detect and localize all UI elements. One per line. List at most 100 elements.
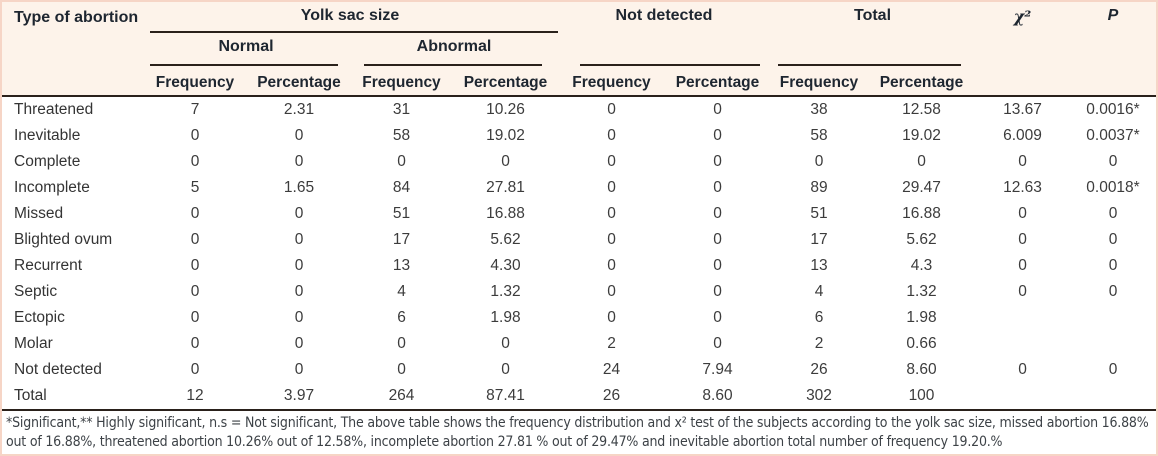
cell: 0 (501, 335, 510, 352)
table-header: Type of abortion Yolk sac size Normal Ab… (2, 2, 1156, 97)
abnormal-percentage-header: Percentage (463, 74, 548, 91)
normal-frequency-header: Frequency (155, 74, 235, 91)
cell: 100 (908, 387, 935, 404)
cell: 89 (810, 179, 828, 196)
cell: 1.65 (283, 179, 315, 196)
cell: 0 (607, 127, 616, 144)
cell: 0 (607, 257, 616, 274)
total-percentage-header: Percentage (879, 74, 964, 91)
cell: 27.81 (486, 179, 525, 196)
cell: 1.98 (490, 309, 521, 326)
cell: 0 (1108, 231, 1118, 248)
table-row: Incomplete 5 1.65 84 27.81 0 0 89 29.47 … (2, 175, 1156, 201)
normal-percentage-header: Percentage (257, 74, 341, 91)
cell (1070, 331, 1156, 357)
cell: 0 (190, 257, 200, 274)
table-row: Not detected 0 0 0 0 24 7.94 26 8.60 0 0 (2, 357, 1156, 383)
cell: 84 (392, 179, 411, 196)
cell: 51 (392, 205, 411, 222)
cell: 13 (392, 257, 411, 274)
cell: 1.32 (906, 283, 937, 300)
cell (1070, 383, 1156, 409)
not-detected-underline (580, 64, 760, 66)
row-label: Blighted ovum (14, 231, 113, 248)
table-row: Ectopic 0 0 6 1.98 0 0 6 1.98 (2, 305, 1156, 331)
cell: 0 (190, 309, 200, 326)
cell: 5.62 (906, 231, 937, 248)
row-label: Septic (14, 283, 58, 300)
cell: 0 (1018, 257, 1027, 274)
table-row: Recurrent 0 0 13 4.30 0 0 13 4.3 0 0 (2, 253, 1156, 279)
cell: 0 (397, 361, 406, 378)
cell: 0 (397, 335, 406, 352)
cell: 0 (607, 101, 616, 118)
normal-label: Normal (218, 38, 274, 55)
cell: 0 (294, 205, 304, 222)
normal-group-header: Normal (142, 33, 350, 66)
cell: 4.3 (910, 257, 933, 274)
not-detected-label: Not detected (615, 7, 713, 24)
not-detected-frequency-header: Frequency (572, 74, 651, 91)
cell: 0 (190, 153, 200, 170)
cell: 0 (607, 205, 616, 222)
table-row: Blighted ovum 0 0 17 5.62 0 0 17 5.62 0 … (2, 227, 1156, 253)
row-label: Missed (14, 205, 64, 222)
table-body: Threatened 7 2.31 31 10.26 0 0 38 12.58 … (2, 97, 1156, 411)
table-row: Molar 0 0 0 0 2 0 2 0.66 (2, 331, 1156, 357)
abnormal-frequency-header: Frequency (362, 74, 441, 91)
cell: 0 (294, 335, 304, 352)
cell: 0 (1108, 361, 1118, 378)
cell (975, 305, 1070, 331)
cell: 0 (190, 283, 200, 300)
cell: 0 (1018, 283, 1027, 300)
cell: 0 (294, 153, 304, 170)
cell: 8.60 (906, 361, 937, 378)
cell: 0 (1018, 205, 1027, 222)
cell: 1.32 (490, 283, 521, 300)
cell: 0 (713, 335, 722, 352)
table-row: Missed 0 0 51 16.88 0 0 51 16.88 0 0 (2, 201, 1156, 227)
cell: 16.88 (486, 205, 525, 222)
cell: 6 (397, 309, 406, 326)
total-label: Total (853, 7, 892, 24)
cell: 7 (190, 101, 200, 118)
cell: 264 (388, 387, 415, 404)
cell: 0 (190, 205, 200, 222)
table-row: Total 12 3.97 264 87.41 26 8.60 302 100 (2, 383, 1156, 409)
cell: 0 (814, 153, 824, 170)
cell: 0 (607, 153, 616, 170)
cell: 1.98 (906, 309, 937, 326)
cell: 0 (607, 231, 616, 248)
cell: 6.009 (1003, 127, 1042, 144)
cell: 2 (607, 335, 616, 352)
total-group-header: Total (770, 2, 975, 66)
row-label: Complete (14, 153, 81, 170)
row-label: Threatened (14, 101, 94, 118)
cell: 2.31 (283, 101, 315, 118)
cell: 0 (607, 179, 616, 196)
table-row: Threatened 7 2.31 31 10.26 0 0 38 12.58 … (2, 97, 1156, 123)
cell: 7.94 (702, 361, 733, 378)
cell: 0 (1108, 205, 1118, 222)
cell: 0 (294, 309, 304, 326)
row-label: Ectopic (14, 309, 65, 326)
total-underline (778, 64, 961, 66)
cell: 0 (713, 153, 722, 170)
row-label: Inevitable (14, 127, 81, 144)
cell: 0 (713, 257, 722, 274)
cell: 0 (917, 153, 926, 170)
cell: 51 (810, 205, 828, 222)
cell: 0 (713, 179, 722, 196)
cell: 26 (810, 361, 828, 378)
abnormal-label: Abnormal (416, 38, 492, 55)
cell: 0 (190, 361, 200, 378)
cell: 13.67 (1003, 101, 1042, 118)
cell: 12 (186, 387, 204, 404)
cell: 0 (1018, 231, 1027, 248)
cell: 4.30 (490, 257, 521, 274)
cell: 0 (1108, 153, 1118, 170)
yolk-underline (150, 31, 558, 33)
cell: 0 (607, 309, 616, 326)
cell: 0.0018* (1086, 179, 1140, 196)
